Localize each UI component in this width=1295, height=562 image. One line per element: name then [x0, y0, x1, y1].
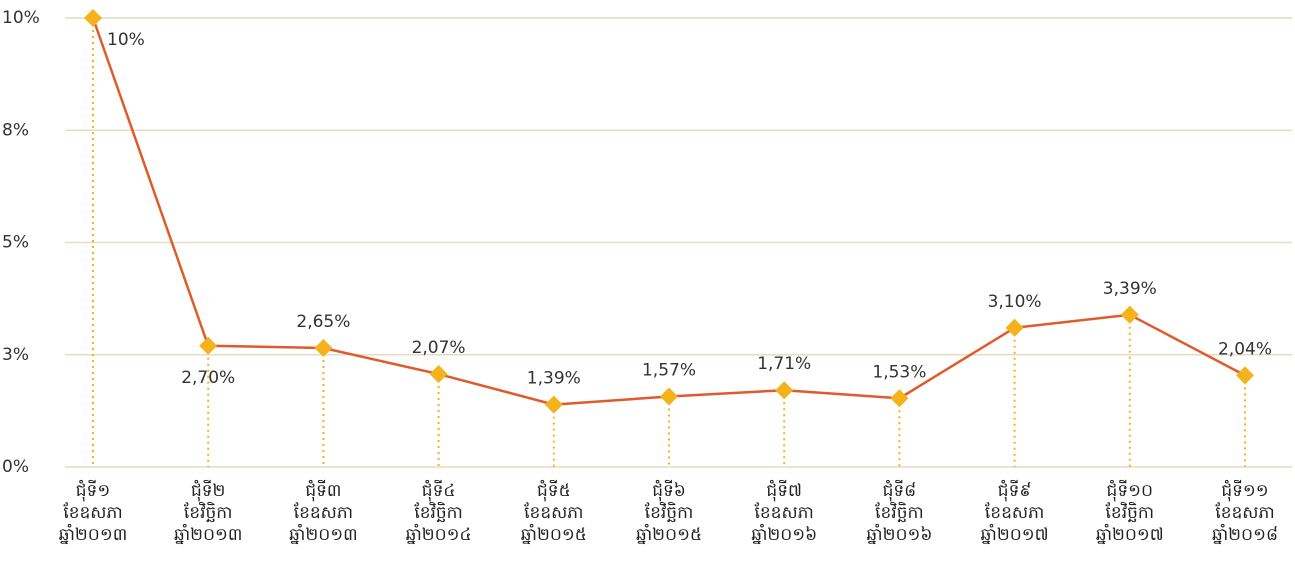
- marker: [1005, 318, 1024, 337]
- x-tick-label: ជុំទី៦ ខែវិច្ឆិកា ឆ្នាំ២០១៥: [636, 481, 702, 545]
- y-tick-label: 0%: [2, 457, 29, 477]
- series-line: [91, 17, 1246, 406]
- data-label: 1,53%: [872, 362, 926, 382]
- y-tick-label: 5%: [2, 233, 29, 253]
- data-label: 3,39%: [1103, 279, 1157, 299]
- marker: [544, 395, 563, 414]
- marker: [429, 365, 448, 384]
- data-label: 1,39%: [527, 369, 581, 389]
- y-tick-label: 8%: [2, 120, 29, 140]
- x-tick-label: ជុំទី៩ ខែឧសភា ឆ្នាំ២០១៧: [980, 481, 1049, 545]
- marker: [1120, 305, 1139, 324]
- marker: [660, 387, 678, 406]
- marker: [314, 339, 333, 358]
- x-tick-label: ជុំទី១០ ខែវិច្ឆិកា ឆ្នាំ២០១៧: [1095, 481, 1164, 545]
- marker: [775, 381, 794, 400]
- data-label: 1,71%: [757, 354, 811, 374]
- data-label: 3,10%: [988, 292, 1042, 312]
- x-tick-label: ជុំទី៧ ខែឧសភា ឆ្នាំ២០១៦: [751, 481, 818, 545]
- x-tick-label: ជុំទី៥ ខែឧសភា ឆ្នាំ២០១៥: [520, 481, 587, 545]
- y-tick-label: 10%: [2, 8, 40, 28]
- x-tick-label: ជុំទី២ ខែវិច្ឆិកា ឆ្នាំ២០១៣: [173, 481, 243, 545]
- data-label: 1,57%: [642, 361, 696, 381]
- data-label: 2,04%: [1218, 339, 1272, 359]
- marker: [199, 336, 218, 355]
- marker: [84, 9, 102, 27]
- data-label: 2,07%: [412, 338, 466, 358]
- x-tick-label: ជុំទី១ ខែឧសភា ឆ្នាំ២០១៣: [58, 481, 128, 545]
- data-label: 2,70%: [181, 368, 235, 388]
- x-tick-label: ជុំទី១១ ខែឧសភា ឆ្នាំ២០១៨: [1212, 481, 1278, 545]
- x-tick-label: ជុំទី៤ ខែវិច្ឆិកា ឆ្នាំ២០១៤: [405, 481, 472, 545]
- data-label: 2,65%: [296, 312, 350, 332]
- marker: [1236, 366, 1254, 385]
- x-tick-label: ជុំទី៨ ខែវិច្ឆិកា ឆ្នាំ២០១៦: [866, 481, 933, 545]
- y-tick-label: 3%: [2, 345, 29, 365]
- data-label: 10%: [107, 30, 145, 50]
- marker: [890, 389, 909, 408]
- x-tick-label: ជុំទី៣ ខែឧសភា ឆ្នាំ២០១៣: [289, 481, 358, 545]
